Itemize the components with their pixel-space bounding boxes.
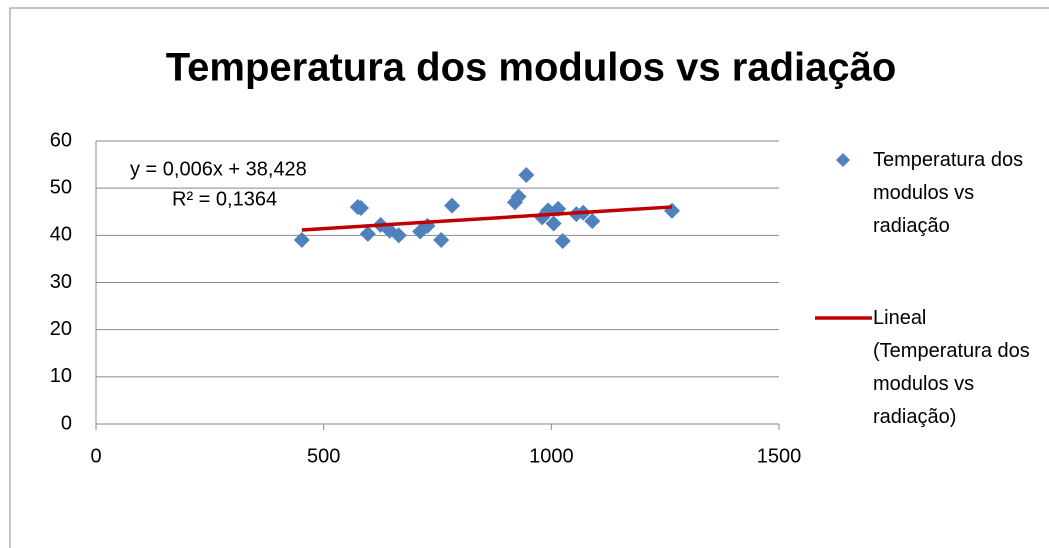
scatter-point <box>390 227 407 244</box>
y-tick-label: 0 <box>61 412 72 434</box>
scatter-point <box>359 225 376 242</box>
legend-label: Lineal (Temperatura dos modulos vs radia… <box>873 307 1030 428</box>
chart-title: Temperatura dos modulos vs radiação <box>166 46 897 90</box>
scatter-point <box>444 197 461 214</box>
trendline-equation: y = 0,006x + 38,428 <box>130 158 307 180</box>
y-tick-label: 10 <box>50 365 72 387</box>
x-tick-label: 1000 <box>529 445 574 467</box>
y-tick-label: 40 <box>50 224 72 246</box>
x-tick-label: 500 <box>307 445 340 467</box>
y-tick-label: 30 <box>50 271 72 293</box>
scatter-point <box>584 213 601 230</box>
scatter-point <box>293 232 310 249</box>
scatter-point <box>554 232 571 249</box>
trendline-r2: R² = 0,1364 <box>172 188 277 210</box>
chart-border <box>9 7 1049 548</box>
y-tick-label: 50 <box>50 176 72 198</box>
scatter-point <box>510 188 527 205</box>
legend-marker <box>836 153 850 167</box>
scatter-point <box>433 232 450 249</box>
y-tick-label: 20 <box>50 318 72 340</box>
x-tick-label: 0 <box>90 445 101 467</box>
scatter-point <box>545 215 562 232</box>
y-tick-label: 60 <box>50 129 72 151</box>
scatter-point <box>518 166 535 183</box>
x-tick-label: 1500 <box>757 445 802 467</box>
legend-label: Temperatura dos modulos vs radiação <box>873 149 1024 237</box>
scatter-point <box>353 199 370 216</box>
trendline <box>301 205 673 232</box>
